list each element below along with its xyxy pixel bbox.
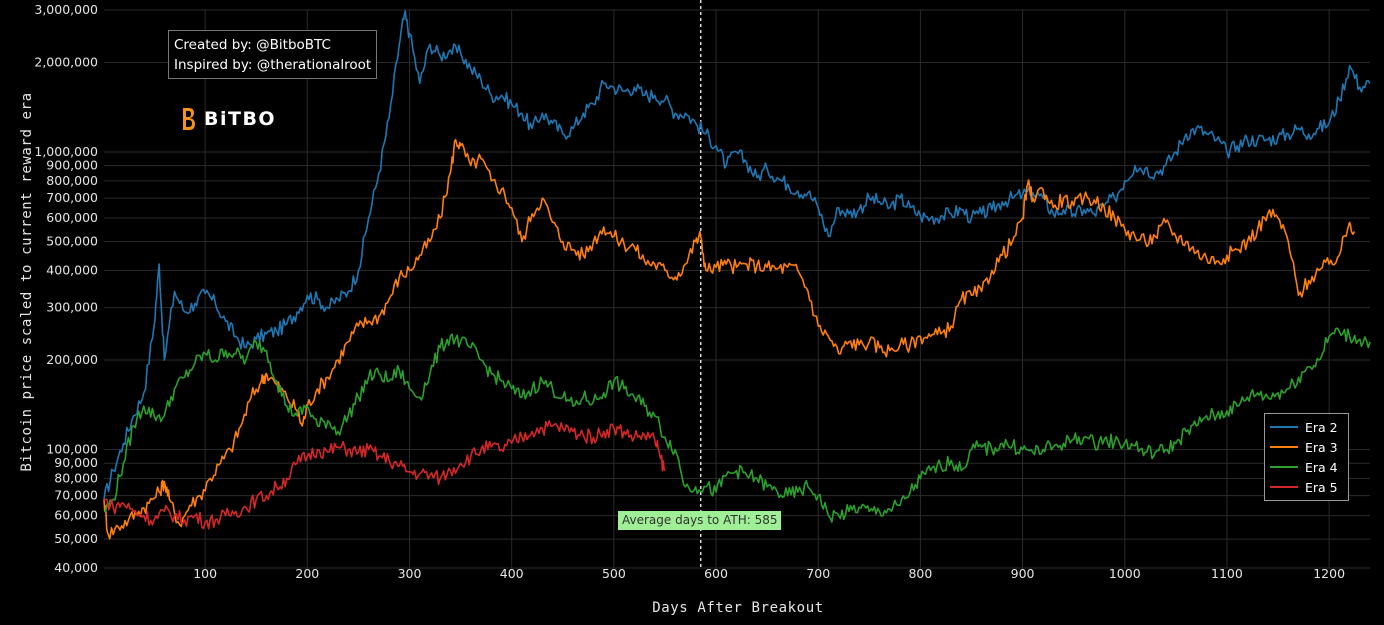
credit-inspired-by: Inspired by: @therationalroot — [174, 57, 372, 73]
gridlines — [104, 9, 1370, 569]
y-tick-label: 70,000 — [54, 488, 98, 503]
y-tick-label: 60,000 — [54, 508, 98, 523]
bitbo-logo-text: BiTBO — [204, 108, 277, 130]
x-tick-label: 800 — [908, 566, 932, 581]
series-line-era-3 — [103, 138, 1356, 540]
x-tick-label: 700 — [806, 566, 830, 581]
y-tick-label: 600,000 — [46, 210, 98, 225]
x-tick-label: 600 — [704, 566, 728, 581]
y-tick-label: 400,000 — [46, 262, 98, 277]
series-line-era-2 — [103, 10, 1371, 500]
legend-swatch — [1270, 426, 1298, 428]
legend-label: Era 3 — [1305, 439, 1338, 455]
x-tick-label: 1200 — [1313, 566, 1345, 581]
legend-swatch — [1270, 486, 1298, 488]
y-tick-label: 80,000 — [54, 470, 98, 485]
series-line-era-5 — [103, 420, 666, 530]
legend-label: Era 2 — [1305, 419, 1338, 435]
legend: Era 2 Era 3 Era 4 Era 5 — [1264, 413, 1349, 501]
y-tick-label: 900,000 — [46, 158, 98, 173]
bitbo-logo-icon — [183, 108, 195, 130]
y-axis-title: Bitcoin price scaled to current reward e… — [19, 92, 35, 471]
x-axis-title: Days After Breakout — [652, 600, 824, 616]
series-lines — [103, 10, 1371, 540]
series-line-era-4 — [104, 327, 1371, 523]
y-tick-label: 100,000 — [46, 442, 98, 457]
legend-item[interactable]: Era 3 — [1270, 437, 1348, 457]
y-tick-label: 2,000,000 — [34, 54, 98, 69]
y-tick-label: 40,000 — [54, 560, 98, 575]
credits-box: Created by: @BitboBTC Inspired by: @ther… — [168, 30, 378, 79]
legend-label: Era 5 — [1305, 479, 1338, 495]
bitbo-logo: BiTBO — [178, 106, 276, 132]
y-tick-label: 300,000 — [46, 300, 98, 315]
credit-created-by: Created by: @BitboBTC — [174, 37, 331, 53]
y-tick-label: 90,000 — [54, 455, 98, 470]
x-tick-label: 1000 — [1109, 566, 1141, 581]
x-tick-label: 400 — [500, 566, 524, 581]
legend-item[interactable]: Era 2 — [1270, 417, 1348, 437]
y-tick-label: 500,000 — [46, 234, 98, 249]
x-tick-label: 500 — [602, 566, 626, 581]
y-tick-label: 700,000 — [46, 190, 98, 205]
x-tick-label: 300 — [398, 566, 422, 581]
x-axis-ticks: 100 200 300 400 500 600 700 800 900 1000 1100 1200 — [193, 566, 1345, 581]
x-tick-label: 100 — [193, 566, 217, 581]
x-tick-label: 200 — [295, 566, 319, 581]
legend-item[interactable]: Era 4 — [1270, 457, 1348, 477]
legend-swatch — [1270, 466, 1298, 468]
legend-label: Era 4 — [1305, 459, 1338, 475]
y-tick-label: 3,000,000 — [34, 2, 98, 17]
x-tick-label: 1100 — [1211, 566, 1243, 581]
y-tick-label: 200,000 — [46, 352, 98, 367]
legend-swatch — [1270, 446, 1298, 448]
y-tick-label: 800,000 — [46, 173, 98, 188]
y-tick-label: 1,000,000 — [34, 144, 98, 159]
y-tick-label: 50,000 — [54, 531, 98, 546]
x-tick-label: 900 — [1011, 566, 1035, 581]
y-axis-ticks: 40,000 50,000 60,000 70,000 80,00090,000100,… — [34, 2, 98, 575]
legend-item[interactable]: Era 5 — [1270, 477, 1348, 497]
average-ath-annotation: Average days to ATH: 585 — [618, 511, 782, 530]
